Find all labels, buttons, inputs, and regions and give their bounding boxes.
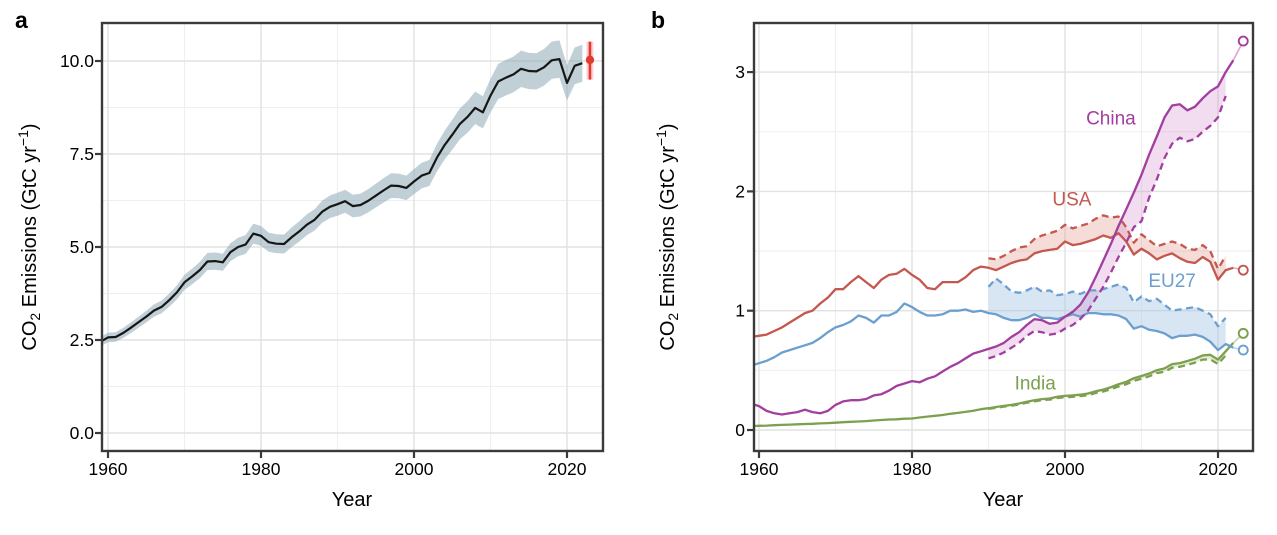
panel-b-label: b [651, 7, 665, 33]
plot-frame-b [752, 21, 1255, 453]
world-uncertainty-band [102, 40, 583, 346]
plot-frame-a [100, 21, 605, 453]
y-axis-title-b: CO2 Emissions (GtC yr−1) [653, 123, 681, 350]
data-area-b [754, 35, 1249, 428]
axes-b: 1960 1980 2000 2020 0 1 2 3 [735, 62, 1237, 479]
eu27-series-label: EU27 [1148, 271, 1196, 292]
y-tick-label-a-10: 10.0 [60, 51, 94, 71]
gridlines-b [754, 23, 1253, 451]
india-territorial-consumption-band [988, 351, 1226, 409]
y-tick-label-b-0: 0 [735, 420, 745, 440]
panel-b-x-axis-title: Year [983, 489, 1024, 511]
y-tick-label-a-2.5: 2.5 [70, 330, 94, 350]
china-consumption-line [988, 95, 1227, 360]
eu27-2023-projection-marker [1237, 344, 1249, 356]
india-consumption-line [988, 354, 1227, 411]
china-territorial-line [754, 59, 1235, 416]
x-tick-label-b-2000: 2000 [1046, 459, 1085, 479]
usa-territorial-line [754, 232, 1234, 338]
panel-a-x-axis-title: Year [332, 489, 373, 511]
x-tick-label-a-2000: 2000 [395, 459, 434, 479]
x-tick-label-a-1980: 1980 [242, 459, 281, 479]
x-tick-label-a-2020: 2020 [548, 459, 587, 479]
usa-territorial-consumption-band [988, 215, 1226, 280]
eu27-consumption-line [987, 277, 1227, 328]
y-tick-label-b-2: 2 [735, 181, 745, 201]
y-tick-label-a-7.5: 7.5 [70, 144, 94, 164]
2023-projection-point [585, 55, 595, 65]
y-axis-title-a: CO2 Emissions (GtC yr−1) [15, 123, 43, 350]
china-series-label: China [1086, 109, 1136, 130]
panel-a-label: a [15, 7, 28, 33]
india-series-label: India [1015, 373, 1057, 394]
panel-b-country-emissions-chart: India EU27 USA China 1960 1980 2000 2020 0 1 2 3 CO2… [653, 21, 1255, 479]
usa-consumption-line [988, 214, 1227, 271]
y-tick-label-b-3: 3 [735, 62, 745, 82]
china-territorial-consumption-band [988, 72, 1226, 359]
y-tick-label-a-5: 5.0 [70, 237, 95, 257]
data-area-a [102, 40, 595, 346]
x-tick-label-a-1960: 1960 [89, 459, 128, 479]
eu27-territorial-line [754, 302, 1234, 366]
world-emissions-line [102, 58, 583, 343]
panel-a-global-emissions-chart: 1960 1980 2000 2020 0.0 2.5 5.0 7.5 10.0 CO2 Emis… [15, 21, 605, 479]
usa-2023-projection-marker [1237, 264, 1249, 276]
china-2023-projection-marker [1237, 35, 1249, 47]
x-tick-label-b-1960: 1960 [740, 459, 779, 479]
y-tick-label-b-1: 1 [735, 301, 745, 321]
x-tick-label-b-2020: 2020 [1199, 459, 1238, 479]
x-tick-label-b-1980: 1980 [893, 459, 932, 479]
y-tick-label-a-0: 0.0 [70, 423, 95, 443]
india-2023-projection-marker [1237, 327, 1249, 339]
usa-series-label: USA [1052, 190, 1091, 211]
axes-a: 1960 1980 2000 2020 0.0 2.5 5.0 7.5 10.0 [60, 51, 587, 479]
